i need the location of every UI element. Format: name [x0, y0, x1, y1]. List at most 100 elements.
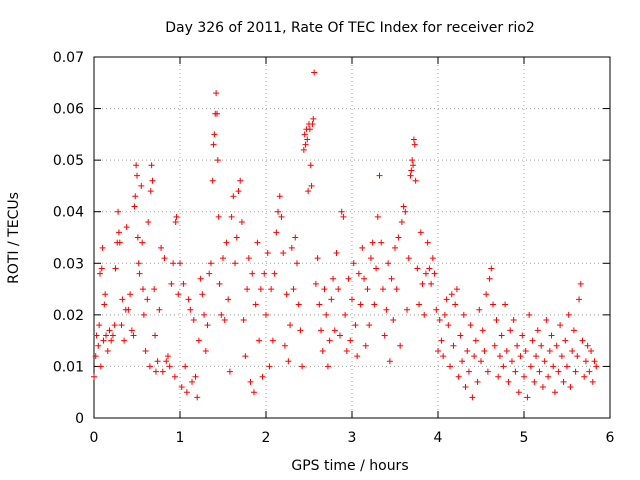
data-point: [582, 358, 589, 365]
data-point: [533, 353, 540, 360]
data-point: [299, 363, 306, 370]
data-point: [502, 301, 509, 308]
data-point: [192, 373, 199, 380]
data-point: [206, 270, 213, 277]
data-point: [378, 239, 385, 246]
data-point: [440, 353, 447, 360]
data-point: [218, 311, 225, 318]
x-tick-label: 5: [520, 430, 529, 446]
data-point: [435, 347, 441, 354]
data-point: [133, 162, 140, 169]
data-point: [347, 337, 354, 344]
data-point: [576, 296, 583, 303]
data-point: [574, 353, 581, 360]
data-point: [104, 347, 111, 354]
data-point: [529, 337, 536, 344]
data-point: [183, 389, 190, 396]
data-point: [545, 373, 552, 380]
data-point: [257, 286, 264, 293]
data-point: [312, 280, 319, 287]
data-point: [189, 378, 196, 385]
data-point: [505, 378, 512, 385]
data-point: [316, 301, 323, 308]
data-point: [226, 368, 233, 375]
data-point: [359, 244, 366, 251]
data-point: [422, 270, 429, 277]
data-point: [577, 280, 584, 287]
data-point: [250, 389, 257, 396]
data-point: [128, 327, 135, 334]
data-point: [170, 260, 177, 267]
x-axis-label: GPS time / hours: [291, 458, 408, 474]
data-point: [131, 203, 138, 210]
data-point: [453, 286, 460, 293]
data-point: [175, 291, 182, 298]
y-tick-label: 0.02: [53, 308, 84, 324]
data-point: [135, 260, 142, 267]
data-point: [355, 270, 362, 277]
data-point: [245, 255, 252, 262]
data-point: [173, 213, 180, 220]
data-point: [177, 260, 183, 267]
data-point: [242, 353, 249, 360]
data-point: [237, 177, 244, 184]
x-tick-label: 0: [90, 430, 99, 446]
data-point: [555, 368, 562, 375]
data-point: [119, 296, 126, 303]
data-point: [307, 162, 314, 169]
x-tick-label: 2: [262, 430, 271, 446]
data-point: [428, 280, 435, 287]
data-point: [424, 239, 431, 246]
data-point: [417, 229, 424, 236]
data-point: [410, 136, 417, 143]
data-point: [408, 167, 415, 174]
data-point: [534, 327, 541, 334]
data-point: [240, 317, 247, 324]
data-point: [238, 219, 245, 226]
data-point: [486, 275, 493, 282]
data-point: [517, 353, 524, 360]
data-point: [109, 332, 116, 339]
data-point: [393, 286, 400, 293]
data-point: [269, 337, 276, 344]
data-point: [374, 213, 381, 220]
data-point: [460, 311, 467, 318]
data-point: [421, 311, 428, 318]
data-point: [261, 270, 268, 277]
data-point: [589, 378, 596, 385]
data-point: [230, 193, 237, 200]
data-point: [366, 322, 373, 329]
data-point: [221, 317, 228, 324]
data-point: [268, 286, 275, 293]
data-point: [146, 363, 153, 370]
data-point: [213, 110, 220, 117]
y-tick-label: 0.03: [53, 256, 84, 272]
data-point: [579, 337, 586, 344]
x-tick-label: 6: [606, 430, 615, 446]
data-point: [392, 244, 398, 251]
data-point: [207, 260, 214, 267]
y-tick-label: 0.05: [53, 153, 84, 169]
chart-title: Day 326 of 2011, Rate Of TEC Index for r…: [165, 20, 535, 36]
data-point: [553, 342, 560, 349]
data-point: [331, 327, 338, 334]
data-point: [263, 311, 269, 318]
data-point: [581, 373, 588, 380]
data-point: [541, 358, 548, 365]
data-point: [524, 394, 531, 401]
data-point: [103, 332, 110, 339]
data-point: [194, 394, 201, 401]
data-point: [95, 342, 102, 349]
data-point: [297, 327, 304, 334]
data-point: [290, 286, 297, 293]
data-point: [495, 373, 502, 380]
data-point: [478, 358, 484, 365]
data-point: [383, 306, 390, 313]
data-point: [140, 311, 147, 318]
data-point: [340, 213, 347, 220]
data-point: [321, 286, 328, 293]
data-point: [426, 265, 433, 272]
data-point: [548, 332, 555, 339]
data-point: [416, 301, 423, 308]
data-point: [112, 265, 119, 272]
